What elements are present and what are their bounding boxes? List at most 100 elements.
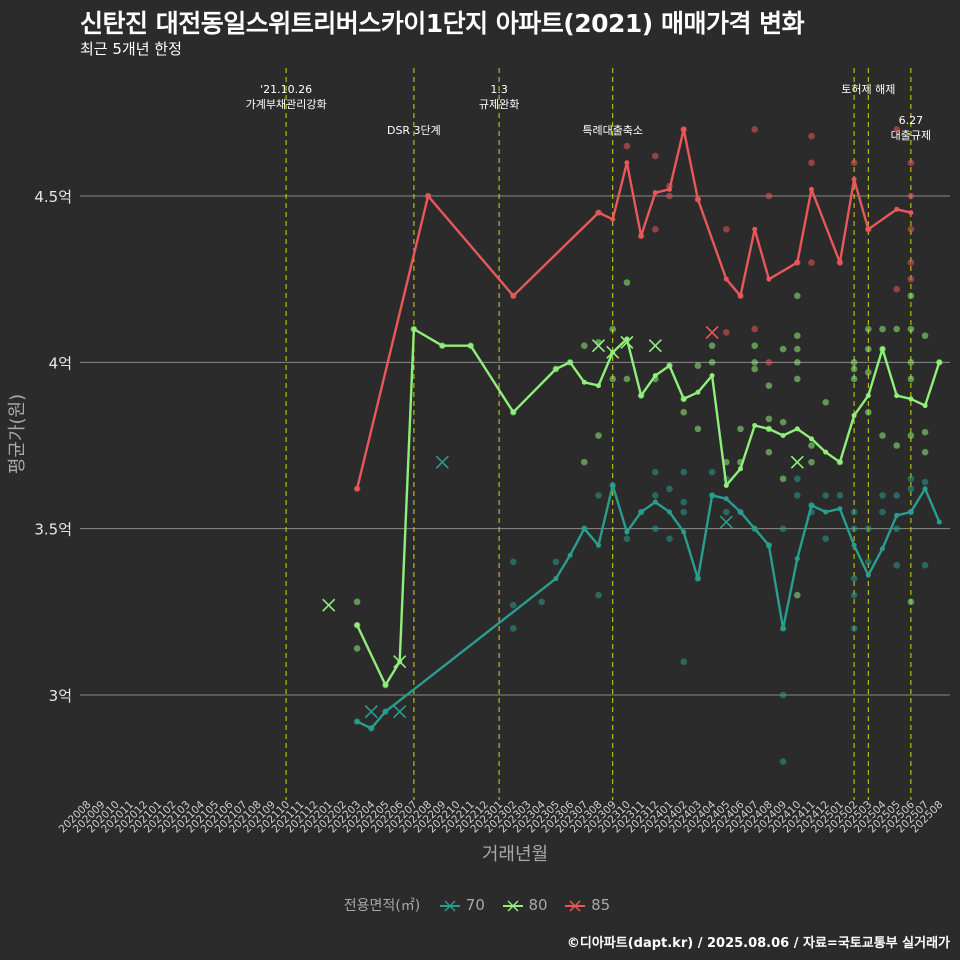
line-point-70: [880, 546, 885, 552]
line-point-70: [894, 512, 900, 518]
data-point-80: [708, 342, 716, 350]
line-point-80: [553, 366, 559, 372]
data-point-80: [907, 432, 915, 439]
data-point-80: [779, 345, 787, 353]
line-point-80: [738, 466, 743, 472]
data-point-80: [794, 332, 801, 340]
data-point-80: [907, 325, 915, 333]
line-point-70: [667, 509, 672, 515]
data-point-70: [907, 475, 915, 483]
line-point-70: [596, 542, 601, 548]
line-point-85: [851, 176, 857, 182]
data-point-80: [765, 415, 773, 423]
data-point-80: [581, 342, 588, 350]
line-point-80: [780, 433, 786, 439]
data-point-70: [652, 468, 659, 476]
data-point-80: [708, 359, 716, 366]
series-line-70: [356, 484, 941, 730]
line-point-70: [638, 509, 644, 515]
line-point-70: [581, 526, 587, 532]
data-point-80: [907, 375, 915, 383]
y-tick-label: 4억: [49, 354, 72, 372]
data-point-80: [694, 425, 702, 433]
data-point-80: [794, 591, 801, 599]
line-point-70: [610, 482, 616, 488]
data-point-80: [581, 458, 588, 466]
line-point-70: [809, 502, 814, 508]
data-point-70: [680, 508, 687, 516]
cross-marker-70: [435, 455, 449, 469]
data-point-80: [737, 425, 744, 433]
data-point-80: [794, 375, 801, 383]
line-point-85: [354, 486, 360, 492]
line-point-85: [894, 206, 900, 212]
data-point-85: [907, 259, 915, 266]
event-label: 가계부채관리강화: [246, 98, 327, 111]
data-point-80: [865, 408, 872, 416]
data-point-80: [751, 342, 758, 350]
data-point-80: [779, 418, 787, 426]
line-point-80: [354, 622, 360, 628]
data-point-80: [353, 598, 361, 606]
line-point-85: [667, 186, 672, 192]
line-point-85: [837, 260, 843, 266]
line-point-70: [695, 576, 701, 582]
data-point-70: [779, 691, 787, 699]
line-point-80: [596, 383, 601, 389]
line-point-80: [809, 436, 814, 442]
line-point-80: [510, 409, 516, 415]
cross-marker-80: [322, 598, 336, 612]
event-label: 대출규제: [891, 129, 931, 142]
line-point-85: [638, 233, 644, 239]
legend-key-70: [440, 899, 461, 912]
data-point-70: [921, 478, 929, 486]
data-point-70: [794, 475, 801, 483]
data-point-80: [921, 448, 929, 456]
data-point-70: [879, 508, 886, 516]
data-point-85: [808, 159, 815, 167]
data-point-80: [353, 645, 361, 652]
legend-label-70: 70: [465, 896, 485, 914]
line-point-70: [681, 529, 687, 535]
data-point-85: [751, 126, 758, 133]
line-point-80: [667, 363, 672, 369]
line-point-85: [908, 210, 914, 216]
line-point-70: [709, 492, 715, 498]
data-point-80: [794, 345, 801, 353]
line-point-70: [567, 552, 573, 558]
data-point-70: [623, 535, 631, 542]
line-point-85: [610, 216, 616, 222]
legend-label-80: 80: [528, 896, 548, 914]
line-point-80: [695, 389, 701, 395]
event-label: 규제완화: [479, 98, 519, 111]
line-point-85: [865, 226, 871, 232]
data-point-70: [666, 485, 673, 493]
data-point-80: [850, 365, 858, 373]
line-point-85: [794, 260, 800, 266]
data-point-85: [751, 325, 758, 333]
line-point-80: [922, 403, 928, 409]
y-tick-label: 4.5억: [34, 188, 72, 206]
data-point-70: [822, 492, 829, 499]
line-point-80: [652, 373, 658, 379]
data-point-70: [680, 658, 687, 666]
x-axis-title: 거래년월: [482, 844, 548, 865]
line-point-85: [425, 193, 431, 199]
line-point-70: [624, 529, 630, 535]
data-point-80: [765, 448, 773, 456]
data-point-80: [921, 428, 929, 436]
line-point-80: [383, 682, 388, 688]
data-point-80: [623, 375, 631, 383]
data-point-70: [794, 492, 801, 499]
data-point-85: [723, 329, 730, 336]
line-point-80: [439, 343, 445, 349]
line-point-85: [652, 190, 658, 196]
line-point-80: [837, 459, 843, 465]
data-point-80: [907, 292, 915, 300]
legend: 전용면적(㎡) 70 80 85: [0, 895, 960, 915]
data-point-85: [652, 225, 659, 233]
data-point-70: [680, 498, 687, 506]
data-point-70: [893, 492, 900, 499]
source-caption: ©디아파트(dapt.kr) / 2025.08.06 / 자료=국토교통부 실…: [566, 936, 950, 951]
chart-subtitle: 최근 5개년 한정: [80, 40, 182, 58]
